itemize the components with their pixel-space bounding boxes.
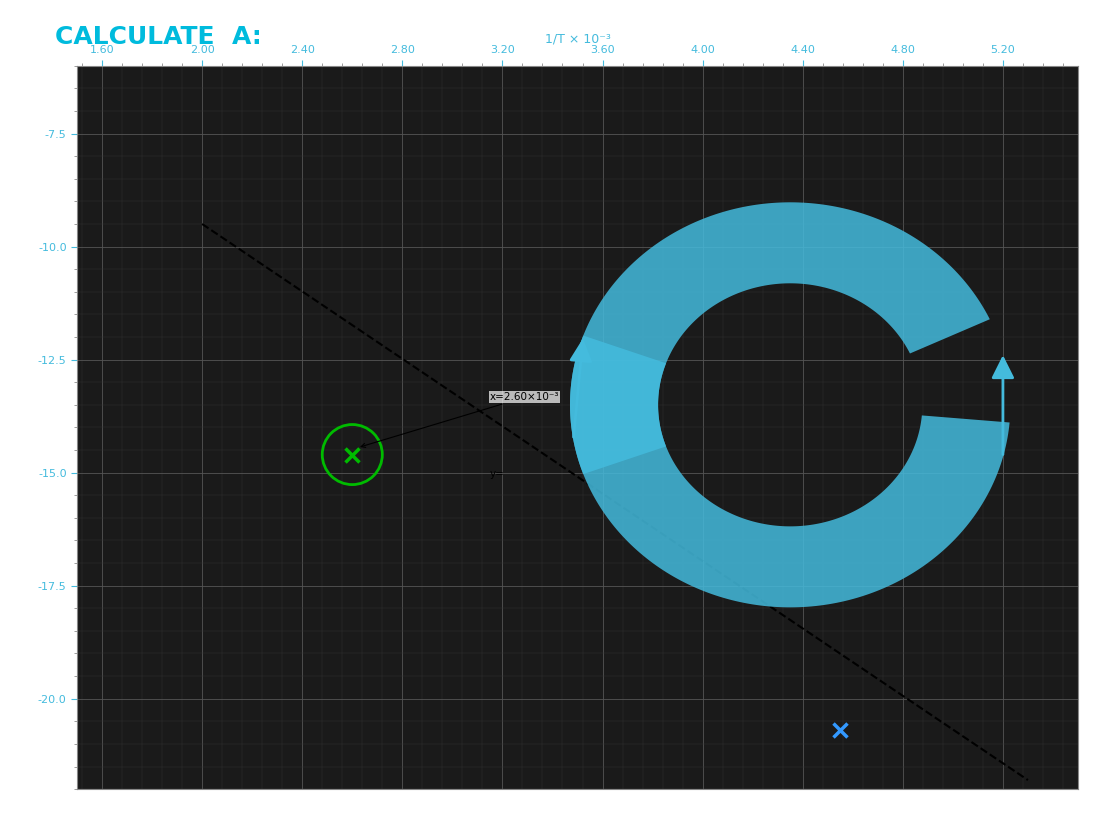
Polygon shape [570, 202, 1010, 607]
X-axis label: 1/T × 10⁻³: 1/T × 10⁻³ [544, 33, 610, 45]
Text: x=2.60×10⁻³: x=2.60×10⁻³ [361, 392, 560, 447]
Polygon shape [570, 335, 666, 474]
Text: CALCULATE  A:: CALCULATE A: [55, 25, 262, 48]
Text: y=: y= [490, 469, 505, 479]
